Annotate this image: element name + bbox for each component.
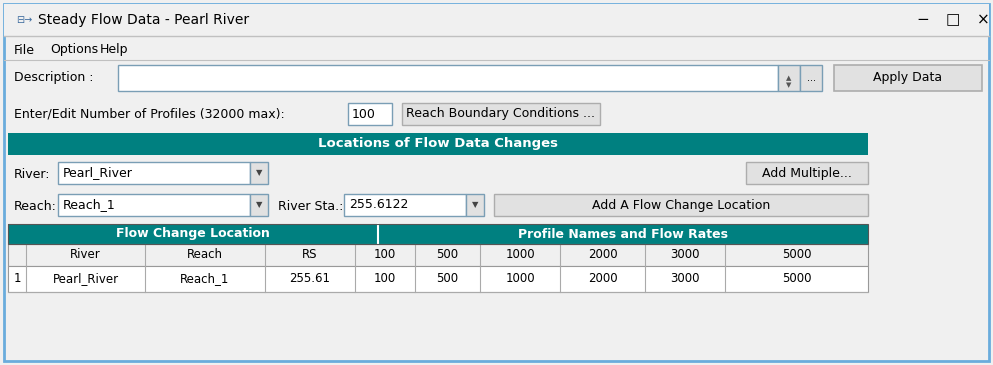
Text: Add A Flow Change Location: Add A Flow Change Location [592, 199, 771, 211]
Text: 1000: 1000 [505, 273, 535, 285]
Bar [466, 194, 484, 216]
Text: □: □ [945, 12, 960, 27]
Bar [494, 194, 868, 216]
Text: 1: 1 [13, 273, 21, 285]
Bar [8, 244, 868, 266]
Text: 255.61: 255.61 [290, 273, 331, 285]
Text: Description :: Description : [14, 70, 93, 84]
Text: River:: River: [14, 168, 51, 181]
Text: Steady Flow Data - Pearl River: Steady Flow Data - Pearl River [38, 13, 249, 27]
Bar [378, 224, 868, 244]
Bar [800, 65, 822, 91]
Bar [58, 194, 250, 216]
Text: Pearl_River: Pearl_River [53, 273, 118, 285]
Text: ▼: ▼ [256, 169, 262, 177]
Text: 100: 100 [374, 273, 396, 285]
Text: 100: 100 [352, 108, 376, 120]
Text: 255.6122: 255.6122 [349, 199, 408, 211]
Text: Enter/Edit Number of Profiles (32000 max):: Enter/Edit Number of Profiles (32000 max… [14, 108, 285, 120]
Text: ▼: ▼ [786, 82, 791, 88]
Text: Reach: Reach [187, 249, 223, 261]
Bar [8, 133, 868, 155]
Text: 5000: 5000 [781, 273, 811, 285]
Text: River Sta.:: River Sta.: [278, 200, 344, 212]
Text: ×: × [977, 12, 989, 27]
Text: File: File [14, 43, 35, 57]
Text: 3000: 3000 [670, 249, 700, 261]
Text: Reach Boundary Conditions ...: Reach Boundary Conditions ... [406, 108, 596, 120]
Text: Reach:: Reach: [14, 200, 57, 212]
Text: 500: 500 [437, 249, 459, 261]
Bar [118, 65, 778, 91]
Text: 1000: 1000 [505, 249, 535, 261]
Bar [8, 224, 378, 244]
Text: Reach_1: Reach_1 [181, 273, 229, 285]
Bar [8, 266, 868, 292]
Bar [58, 162, 250, 184]
Text: Pearl_River: Pearl_River [63, 166, 133, 180]
Text: 5000: 5000 [781, 249, 811, 261]
Bar [4, 4, 989, 36]
Text: 2000: 2000 [588, 273, 618, 285]
Text: Add Multiple...: Add Multiple... [762, 166, 852, 180]
Text: Options: Options [50, 43, 98, 57]
Text: ⊟→: ⊟→ [16, 15, 32, 25]
Text: Apply Data: Apply Data [874, 72, 942, 85]
Text: RS: RS [302, 249, 318, 261]
Bar [348, 103, 392, 125]
Text: ...: ... [806, 73, 815, 83]
Bar [344, 194, 466, 216]
Text: 2000: 2000 [588, 249, 618, 261]
Bar [250, 194, 268, 216]
Text: Reach_1: Reach_1 [63, 199, 116, 211]
Bar [778, 65, 800, 91]
Text: River: River [71, 249, 101, 261]
Text: ▼: ▼ [472, 200, 479, 210]
Text: Locations of Flow Data Changes: Locations of Flow Data Changes [318, 138, 558, 150]
Text: −: − [917, 12, 929, 27]
Text: Flow Change Location: Flow Change Location [116, 227, 270, 241]
Bar [402, 103, 600, 125]
Text: 3000: 3000 [670, 273, 700, 285]
Text: ▼: ▼ [256, 200, 262, 210]
Bar [250, 162, 268, 184]
Text: ▲: ▲ [786, 75, 791, 81]
Text: Profile Names and Flow Rates: Profile Names and Flow Rates [518, 227, 728, 241]
Bar [834, 65, 982, 91]
Bar [8, 224, 868, 244]
Text: 100: 100 [374, 249, 396, 261]
Text: Help: Help [100, 43, 128, 57]
Text: 500: 500 [437, 273, 459, 285]
Bar [746, 162, 868, 184]
